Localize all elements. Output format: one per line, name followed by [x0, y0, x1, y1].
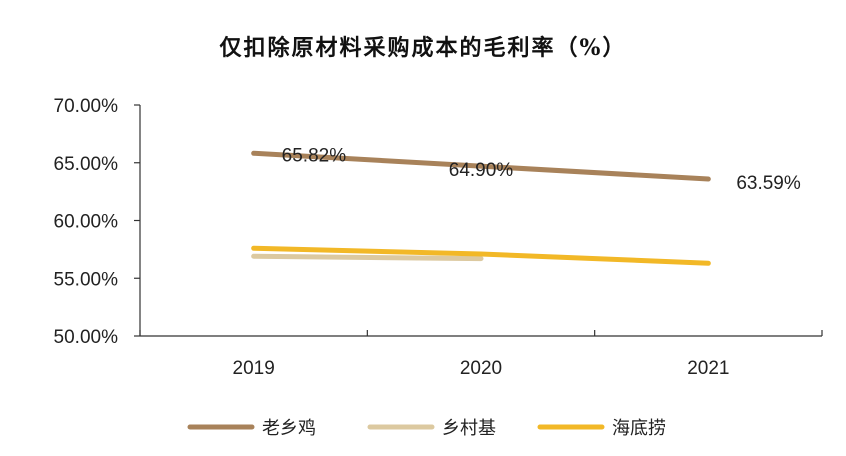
legend-label: 乡村基	[442, 418, 496, 439]
series-line	[251, 245, 711, 266]
x-tick-label: 2019	[233, 358, 275, 379]
axes: 50.00% 55.00% 60.00% 65.00% 70.00% 2019 2020 20…	[54, 96, 823, 379]
data-label: 65.82%	[282, 145, 347, 166]
data-labels: 65.82% 64.90% 63.59%	[282, 145, 801, 194]
chart-title: 仅扣除原材料采购成本的毛利率（%）	[220, 35, 627, 61]
legend-label: 老乡鸡	[262, 418, 316, 439]
y-tick-label: 70.00%	[54, 96, 119, 117]
y-tick-label: 65.00%	[54, 154, 119, 175]
data-label: 63.59%	[736, 173, 801, 194]
x-tick-label: 2021	[687, 358, 729, 379]
y-tick-label: 60.00%	[54, 212, 119, 233]
legend-label: 海底捞	[612, 418, 666, 439]
data-label: 64.90%	[449, 160, 514, 181]
series-line	[251, 253, 484, 262]
x-tick-label: 2020	[460, 358, 502, 379]
legend: 老乡鸡 乡村基 海底捞	[187, 418, 666, 439]
series-lines	[251, 150, 711, 266]
series-line	[251, 150, 711, 182]
y-tick-label: 55.00%	[54, 269, 119, 290]
y-tick-label: 50.00%	[54, 327, 119, 348]
